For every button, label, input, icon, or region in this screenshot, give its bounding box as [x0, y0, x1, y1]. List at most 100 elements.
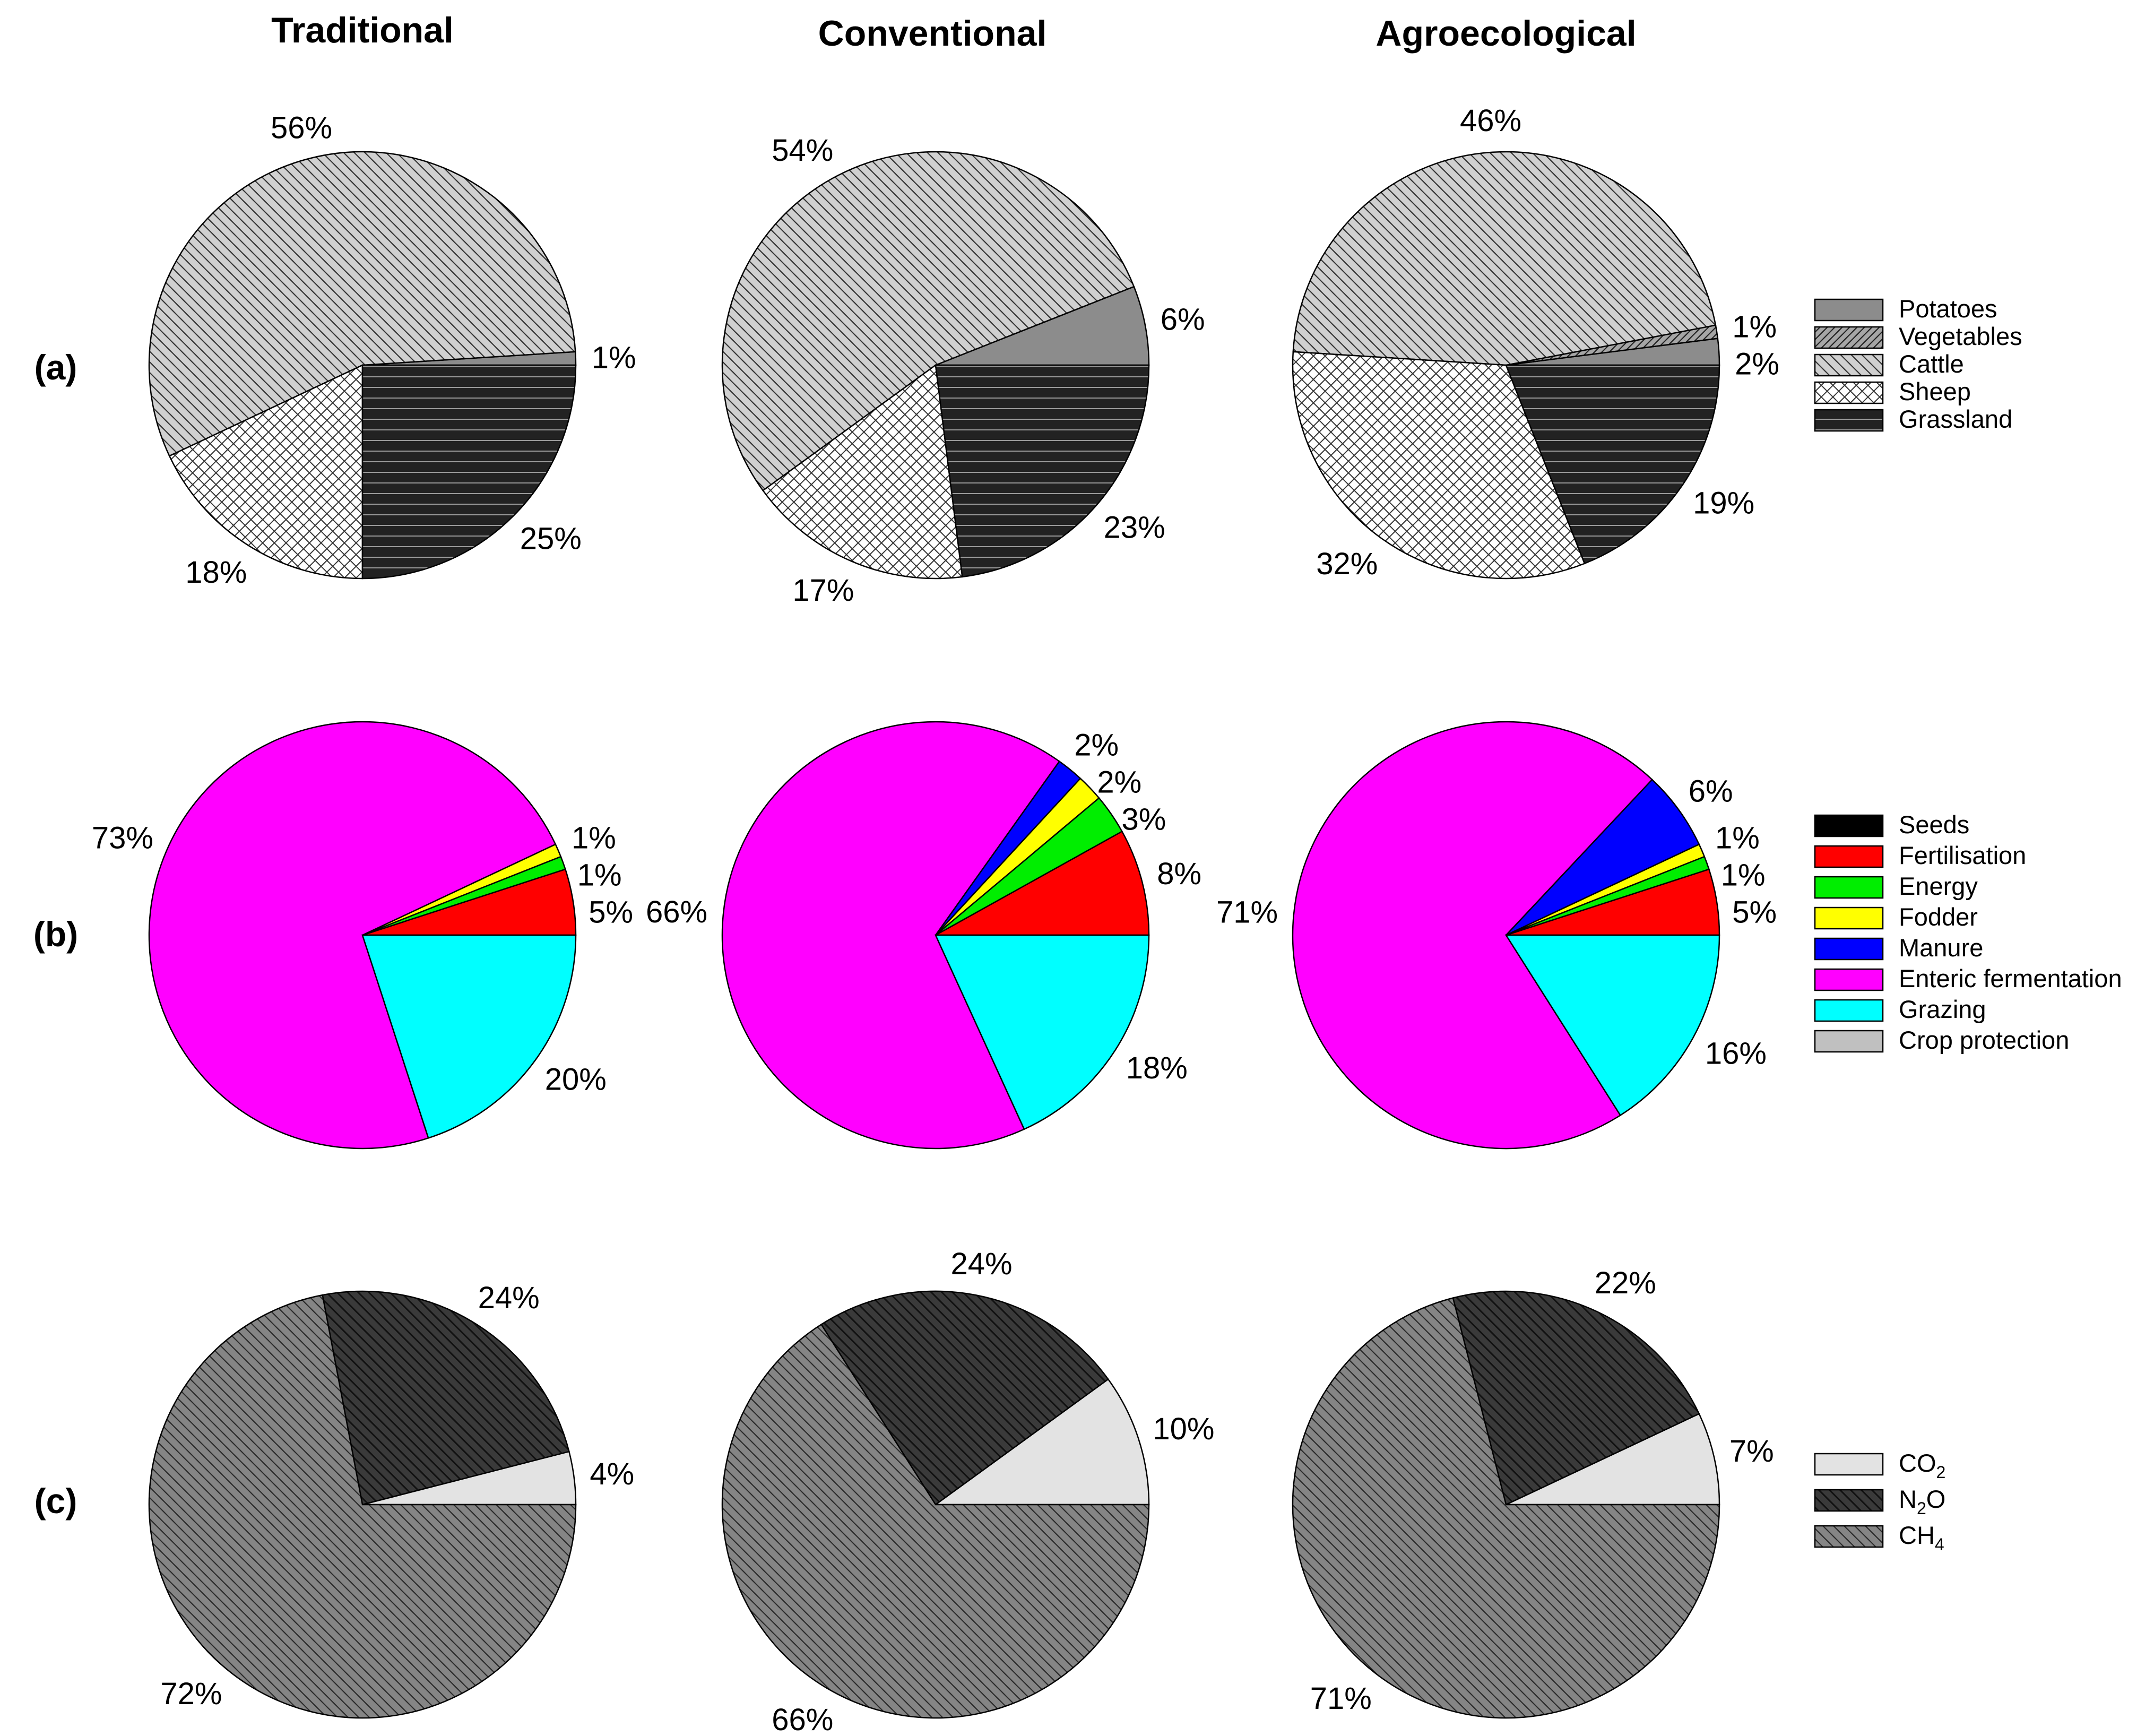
- slice-manure: [1506, 779, 1700, 936]
- legend-label-fodder: Fodder: [1899, 903, 1978, 931]
- legend-swatch-fodder: [1814, 906, 1884, 930]
- slice-cattle: [1292, 151, 1717, 366]
- legend-label-vegetables: Vegetables: [1899, 322, 2022, 350]
- slice-fertilisation: [933, 830, 1150, 936]
- slice-label-n2o: 22%: [1595, 1266, 1656, 1300]
- slice-n2o: [820, 1290, 1109, 1506]
- pie-charts: 1%56%18%25%6%54%17%23%2%1%46%32%19%5%1%1…: [92, 103, 1779, 1736]
- row-label-a: (a): [34, 348, 77, 387]
- slice-label-vegetables: 1%: [1732, 310, 1777, 344]
- slice-grazing: [1504, 934, 1720, 1117]
- legend-label-crop_protection: Crop protection: [1899, 1026, 2069, 1054]
- slice-label-grassland: 23%: [1104, 511, 1165, 545]
- slice-n2o: [1452, 1290, 1700, 1506]
- slice-grazing: [935, 934, 1150, 1130]
- legend-swatch-cattle: [1814, 353, 1884, 377]
- legend-swatch-enteric: [1814, 968, 1884, 991]
- legend-label-cattle: Cattle: [1899, 350, 1964, 378]
- slice-label-fertilisation: 5%: [1732, 895, 1777, 930]
- legend-label-manure: Manure: [1899, 934, 1983, 962]
- slice-label-enteric: 71%: [1216, 895, 1278, 930]
- slice-grassland: [935, 364, 1150, 578]
- legend-label-potatoes: Potatoes: [1899, 295, 1997, 323]
- slice-label-potatoes: 6%: [1161, 302, 1205, 336]
- slice-label-cattle: 54%: [772, 133, 833, 168]
- slice-label-energy: 1%: [1721, 858, 1766, 893]
- legend-label-sheep: Sheep: [1899, 377, 1971, 405]
- legend-swatch-seeds: [1814, 814, 1884, 837]
- pie-c-conventional: 10% 24% 66%: [721, 1247, 1214, 1736]
- legend-swatch-n2o: [1814, 1489, 1884, 1512]
- slice-label-co2: 4%: [590, 1457, 634, 1491]
- slice-enteric: [1292, 721, 1653, 1150]
- slice-label-ch4: 66%: [772, 1703, 833, 1736]
- pie-b-conventional: 8%3%2%2%66%18%: [646, 721, 1201, 1150]
- slice-potatoes: [935, 286, 1150, 366]
- pie-b-agroecological: 5%1%1%6%71%16%: [1216, 721, 1777, 1150]
- slice-cattle: [148, 151, 576, 457]
- pie-b-traditional: 5%1%1%73%20%: [92, 721, 633, 1150]
- legend-swatch-fertilisation: [1814, 845, 1884, 868]
- slice-label-energy: 3%: [1122, 802, 1166, 836]
- slice-cattle: [721, 151, 1135, 492]
- slice-label-sheep: 17%: [792, 573, 854, 608]
- slice-label-cattle: 46%: [1460, 103, 1521, 138]
- legend-label-grazing: Grazing: [1899, 995, 1986, 1023]
- legend-label-ch4: CH4: [1899, 1521, 1944, 1554]
- pie-a-agroecological: 2%1% 46% 32% 19%: [1292, 103, 1779, 581]
- slice-co2: [933, 1378, 1150, 1506]
- legend-swatch-ch4: [1814, 1525, 1884, 1548]
- pie-c-traditional: 4% 24% 72%: [148, 1281, 634, 1719]
- legend-swatch-grazing: [1814, 999, 1884, 1022]
- slice-label-fertilisation: 5%: [589, 895, 633, 930]
- slice-label-sheep: 32%: [1316, 547, 1378, 581]
- pie-a-traditional: 1% 56% 18% 25%: [148, 111, 636, 590]
- slice-enteric: [721, 721, 1060, 1150]
- slice-label-potatoes: 1%: [592, 341, 636, 375]
- slice-label-fodder: 2%: [1097, 765, 1141, 799]
- slice-enteric: [148, 721, 557, 1150]
- slice-n2o: [322, 1290, 570, 1506]
- slice-label-co2: 10%: [1153, 1412, 1214, 1446]
- column-title-agroecological: Agroecological: [1376, 13, 1636, 54]
- slice-ch4: [1292, 1297, 1720, 1719]
- slice-label-grazing: 16%: [1705, 1037, 1767, 1071]
- slice-label-co2: 7%: [1729, 1434, 1774, 1469]
- slice-co2: [1506, 1413, 1720, 1506]
- slice-sheep: [762, 364, 963, 580]
- legend-label-enteric: Enteric fermentation: [1899, 964, 2122, 992]
- legend-swatch-energy: [1814, 876, 1884, 899]
- slice-label-sheep: 18%: [185, 555, 247, 590]
- slice-label-grassland: 19%: [1693, 486, 1754, 521]
- legend-swatch-vegetables: [1814, 326, 1884, 349]
- legend-label-grassland: Grassland: [1899, 405, 2012, 433]
- column-title-conventional: Conventional: [818, 13, 1047, 54]
- slice-label-fertilisation: 8%: [1157, 857, 1201, 891]
- slice-label-manure: 6%: [1689, 774, 1733, 808]
- slice-ch4: [148, 1294, 577, 1719]
- slice-ch4: [721, 1323, 1150, 1719]
- slice-label-enteric: 73%: [92, 821, 153, 856]
- legend-label-energy: Energy: [1899, 872, 1978, 900]
- pie-c-agroecological: 7% 22% 71%: [1292, 1266, 1774, 1719]
- slice-grassland: [1505, 364, 1720, 565]
- slice-label-ch4: 71%: [1310, 1681, 1372, 1716]
- slice-grassland: [361, 364, 577, 580]
- slice-label-grazing: 20%: [545, 1063, 607, 1097]
- legend-swatch-co2: [1814, 1453, 1884, 1476]
- legend-label-n2o: N2O: [1899, 1485, 1945, 1518]
- column-title-traditional: Traditional: [271, 10, 454, 50]
- legend-swatch-sheep: [1814, 381, 1884, 404]
- slice-label-n2o: 24%: [951, 1247, 1013, 1281]
- slice-label-ch4: 72%: [160, 1677, 222, 1711]
- slice-label-grassland: 25%: [520, 522, 582, 556]
- pie-a-conventional: 6% 54% 17% 23%: [721, 133, 1205, 608]
- row-label-c: (c): [34, 1481, 77, 1521]
- legend-swatch-manure: [1814, 937, 1884, 961]
- slice-label-energy: 1%: [577, 858, 622, 893]
- legend-label-fertilisation: Fertilisation: [1899, 841, 2026, 869]
